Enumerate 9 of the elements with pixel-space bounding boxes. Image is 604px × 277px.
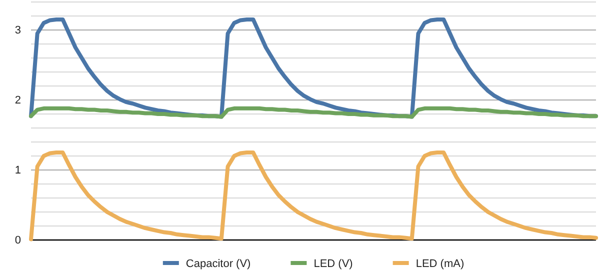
y-tick-label: 0 xyxy=(14,234,21,247)
y-tick-label: 3 xyxy=(14,24,21,37)
legend-label: LED (mA) xyxy=(416,258,464,270)
y-tick-label: 1 xyxy=(14,164,21,177)
legend-label: Capacitor (V) xyxy=(186,258,251,270)
line-series xyxy=(29,150,598,242)
y-tick-label: 2 xyxy=(14,94,21,107)
legend-label: LED (V) xyxy=(314,258,353,270)
line-series xyxy=(29,106,598,119)
